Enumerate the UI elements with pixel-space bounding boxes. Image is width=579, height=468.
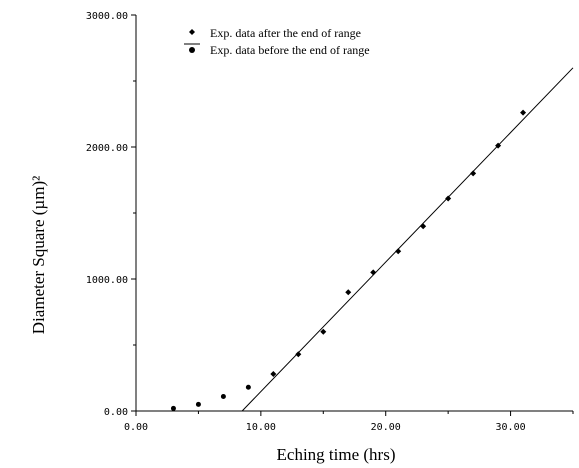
data-point-diamond xyxy=(370,269,377,276)
data-point-diamond xyxy=(495,142,502,149)
data-points xyxy=(170,109,527,411)
x-tick-label: 0.00 xyxy=(124,422,148,433)
data-point-circle xyxy=(195,401,201,407)
plot-frame xyxy=(135,15,573,412)
data-point-diamond xyxy=(345,289,352,296)
y-ticks xyxy=(131,14,136,412)
x-tick-label: 20.00 xyxy=(371,422,401,433)
data-point-diamond xyxy=(420,223,427,230)
y-tick-label: 1000.00 xyxy=(86,275,128,286)
y-tick-label: 0.00 xyxy=(104,407,128,418)
data-point-diamond xyxy=(470,170,477,177)
data-point-diamond xyxy=(320,328,327,335)
x-ticks xyxy=(135,411,574,416)
y-tick-label: 3000.00 xyxy=(86,11,128,22)
x-tick-label: 30.00 xyxy=(496,422,526,433)
x-tick-labels: 0.00 10.00 20.00 30.00 xyxy=(124,422,526,433)
legend: Exp. data after the end of range Exp. da… xyxy=(184,26,370,57)
y-axis-title: Diameter Square (µm)² xyxy=(29,176,48,334)
data-point-circle xyxy=(220,393,226,399)
legend-label-before: Exp. data before the end of range xyxy=(210,43,370,57)
x-axis-title: Eching time (hrs) xyxy=(277,445,396,464)
legend-label-after: Exp. data after the end of range xyxy=(210,26,361,40)
x-tick-label: 10.00 xyxy=(246,422,276,433)
data-point-diamond xyxy=(395,248,402,255)
data-point-diamond xyxy=(445,195,452,202)
data-point-circle xyxy=(245,384,251,390)
legend-circle-marker xyxy=(189,47,195,53)
y-tick-label: 2000.00 xyxy=(86,143,128,154)
data-point-circle xyxy=(170,405,176,411)
fit-line xyxy=(241,67,574,412)
data-point-diamond xyxy=(520,109,527,116)
y-tick-labels: 0.00 1000.00 2000.00 3000.00 xyxy=(86,11,128,418)
legend-diamond-marker xyxy=(189,29,195,35)
data-point-diamond xyxy=(295,351,302,358)
data-point-diamond xyxy=(270,371,277,378)
